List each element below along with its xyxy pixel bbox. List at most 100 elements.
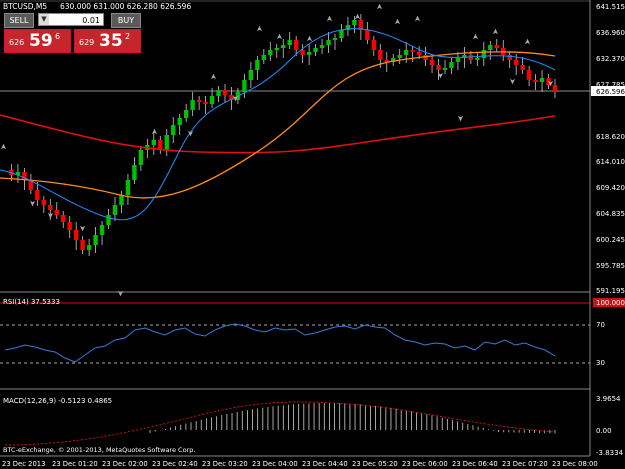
macd-signal-line	[4, 401, 556, 446]
price-label: 641.515	[596, 3, 625, 11]
time-label: 23 Dec 04:40	[302, 460, 348, 468]
price-label: 632.370	[596, 55, 625, 63]
svg-text:➤: ➤	[186, 130, 195, 137]
svg-text:MACD(12,26,9) -0.5123 0.4865: MACD(12,26,9) -0.5123 0.4865	[3, 397, 112, 405]
price-label: 614.010	[596, 158, 625, 166]
rsi-top-label: 100.000	[596, 299, 625, 307]
svg-text:30: 30	[596, 359, 605, 367]
svg-text:627.785: 627.785	[596, 81, 625, 89]
svg-text:➤: ➤	[523, 38, 532, 45]
current-price-marker	[591, 86, 625, 96]
moving-average-lines	[0, 28, 556, 221]
svg-text:➤: ➤	[456, 115, 465, 122]
svg-text:70: 70	[596, 321, 605, 329]
svg-text:➤: ➤	[150, 128, 159, 135]
svg-text:➤: ➤	[325, 15, 334, 22]
current-price-label: 626.596	[596, 88, 625, 96]
one-click-trading-panel: SELL 0.01 ▼ BUY 626 59 6 629 35 2	[4, 13, 141, 53]
time-label: 23 Dec 02:00	[102, 460, 148, 468]
candlestick-series	[9, 14, 558, 256]
price-label: 604.835	[596, 210, 625, 218]
svg-text:0.00: 0.00	[596, 427, 612, 435]
macd-histogram	[149, 403, 556, 434]
svg-text:641.515: 641.515	[596, 3, 625, 11]
svg-text:➤: ➤	[436, 72, 445, 79]
buy-price-prefix: 629	[79, 38, 95, 47]
svg-text:23 Dec 01:20: 23 Dec 01:20	[52, 460, 98, 468]
time-label: 23 Dec 02:40	[152, 460, 198, 468]
price-label: 600.245	[596, 236, 625, 244]
svg-text:23 Dec 05:20: 23 Dec 05:20	[352, 460, 398, 468]
svg-text:➤: ➤	[546, 80, 555, 87]
svg-text:23 Dec 06:00: 23 Dec 06:00	[402, 460, 448, 468]
sell-button[interactable]: SELL	[4, 13, 34, 28]
svg-text:23 Dec 04:40: 23 Dec 04:40	[302, 460, 348, 468]
svg-text:630.000 631.000 626.280 626.59: 630.000 631.000 626.280 626.596	[60, 2, 191, 11]
svg-text:636.960: 636.960	[596, 29, 625, 37]
price-label: 595.785	[596, 262, 625, 270]
svg-text:618.620: 618.620	[596, 133, 625, 141]
svg-text:BTC-eExchange, © 2001-2013, Me: BTC-eExchange, © 2001-2013, MetaQuotes S…	[3, 446, 195, 454]
svg-text:609.420: 609.420	[596, 184, 625, 192]
price-label: 618.620	[596, 133, 625, 141]
svg-text:23 Dec 04:00: 23 Dec 04:00	[252, 460, 298, 468]
price-label: 636.960	[596, 29, 625, 37]
lot-size-input[interactable]: 0.01	[38, 13, 104, 26]
svg-text:604.835: 604.835	[596, 210, 625, 218]
fractal-markers: ➤ ➤ ➤ ➤ ➤ ➤ ➤ ➤ ➤ ➤ ➤ ➤ ➤ ➤ ➤ ➤ ➤ ➤ ➤ ➤ ➤ ➤ ➤ ➤	[0, 3, 555, 297]
svg-text:➤: ➤	[393, 18, 402, 25]
svg-text:➤: ➤	[28, 200, 37, 207]
symbol-title: BTCUSD,M5	[3, 2, 47, 11]
svg-text:➤: ➤	[116, 290, 125, 297]
svg-text:➤: ➤	[78, 225, 87, 232]
sell-price-big: 59	[29, 31, 53, 51]
svg-text:➤: ➤	[209, 73, 218, 80]
time-label: 23 Dec 06:00	[402, 460, 448, 468]
svg-text:23 Dec 02:00: 23 Dec 02:00	[102, 460, 148, 468]
buy-price-box[interactable]: 629 35 2	[74, 29, 141, 53]
svg-text:BTCUSD,M5: BTCUSD,M5	[3, 2, 47, 11]
svg-text:➤: ➤	[413, 15, 422, 22]
rsi-title: RSI(14) 37.5333	[3, 298, 60, 306]
svg-text:➤: ➤	[375, 3, 384, 10]
price-label: 609.420	[596, 184, 625, 192]
macd-title: MACD(12,26,9) -0.5123 0.4865	[3, 397, 112, 405]
svg-text:➤: ➤	[508, 78, 517, 85]
svg-text:595.785: 595.785	[596, 262, 625, 270]
svg-text:23 Dec 06:40: 23 Dec 06:40	[452, 460, 498, 468]
time-label: 23 Dec 06:40	[452, 460, 498, 468]
time-label: 23 Dec 07:20	[502, 460, 548, 468]
svg-text:➤: ➤	[255, 25, 264, 32]
buy-price-sup: 2	[125, 32, 131, 41]
time-label: 23 Dec 03:20	[202, 460, 248, 468]
svg-text:23 Dec 2013: 23 Dec 2013	[2, 460, 45, 468]
sell-price-prefix: 626	[9, 38, 25, 47]
time-label: 23 Dec 08:00	[552, 460, 598, 468]
time-label: 23 Dec 05:20	[352, 460, 398, 468]
svg-text:591.195: 591.195	[596, 287, 625, 295]
time-label: 23 Dec 04:00	[252, 460, 298, 468]
price-label: 591.195	[596, 287, 625, 295]
rsi-line	[4, 323, 556, 363]
buy-price-big: 35	[99, 31, 123, 51]
macd-level-top: 3.9654	[596, 395, 621, 403]
svg-text:100.000: 100.000	[596, 299, 625, 307]
svg-text:➤: ➤	[275, 33, 284, 40]
time-label: 23 Dec 2013	[2, 460, 45, 468]
svg-text:➤: ➤	[231, 95, 240, 102]
chevron-down-icon[interactable]: ▼	[39, 14, 49, 25]
buy-button[interactable]: BUY	[111, 13, 141, 28]
macd-level-bottom: -3.8334	[596, 449, 624, 457]
svg-text:3.9654: 3.9654	[596, 395, 621, 403]
svg-text:23 Dec 02:40: 23 Dec 02:40	[152, 460, 198, 468]
time-label: 23 Dec 01:20	[52, 460, 98, 468]
svg-text:600.245: 600.245	[596, 236, 625, 244]
sell-price-box[interactable]: 626 59 6	[4, 29, 71, 53]
svg-text:614.010: 614.010	[596, 158, 625, 166]
svg-text:632.370: 632.370	[596, 55, 625, 63]
rsi-top-marker	[593, 298, 625, 307]
svg-text:23 Dec 03:20: 23 Dec 03:20	[202, 460, 248, 468]
svg-text:➤: ➤	[305, 35, 314, 42]
svg-text:➤: ➤	[471, 33, 480, 40]
